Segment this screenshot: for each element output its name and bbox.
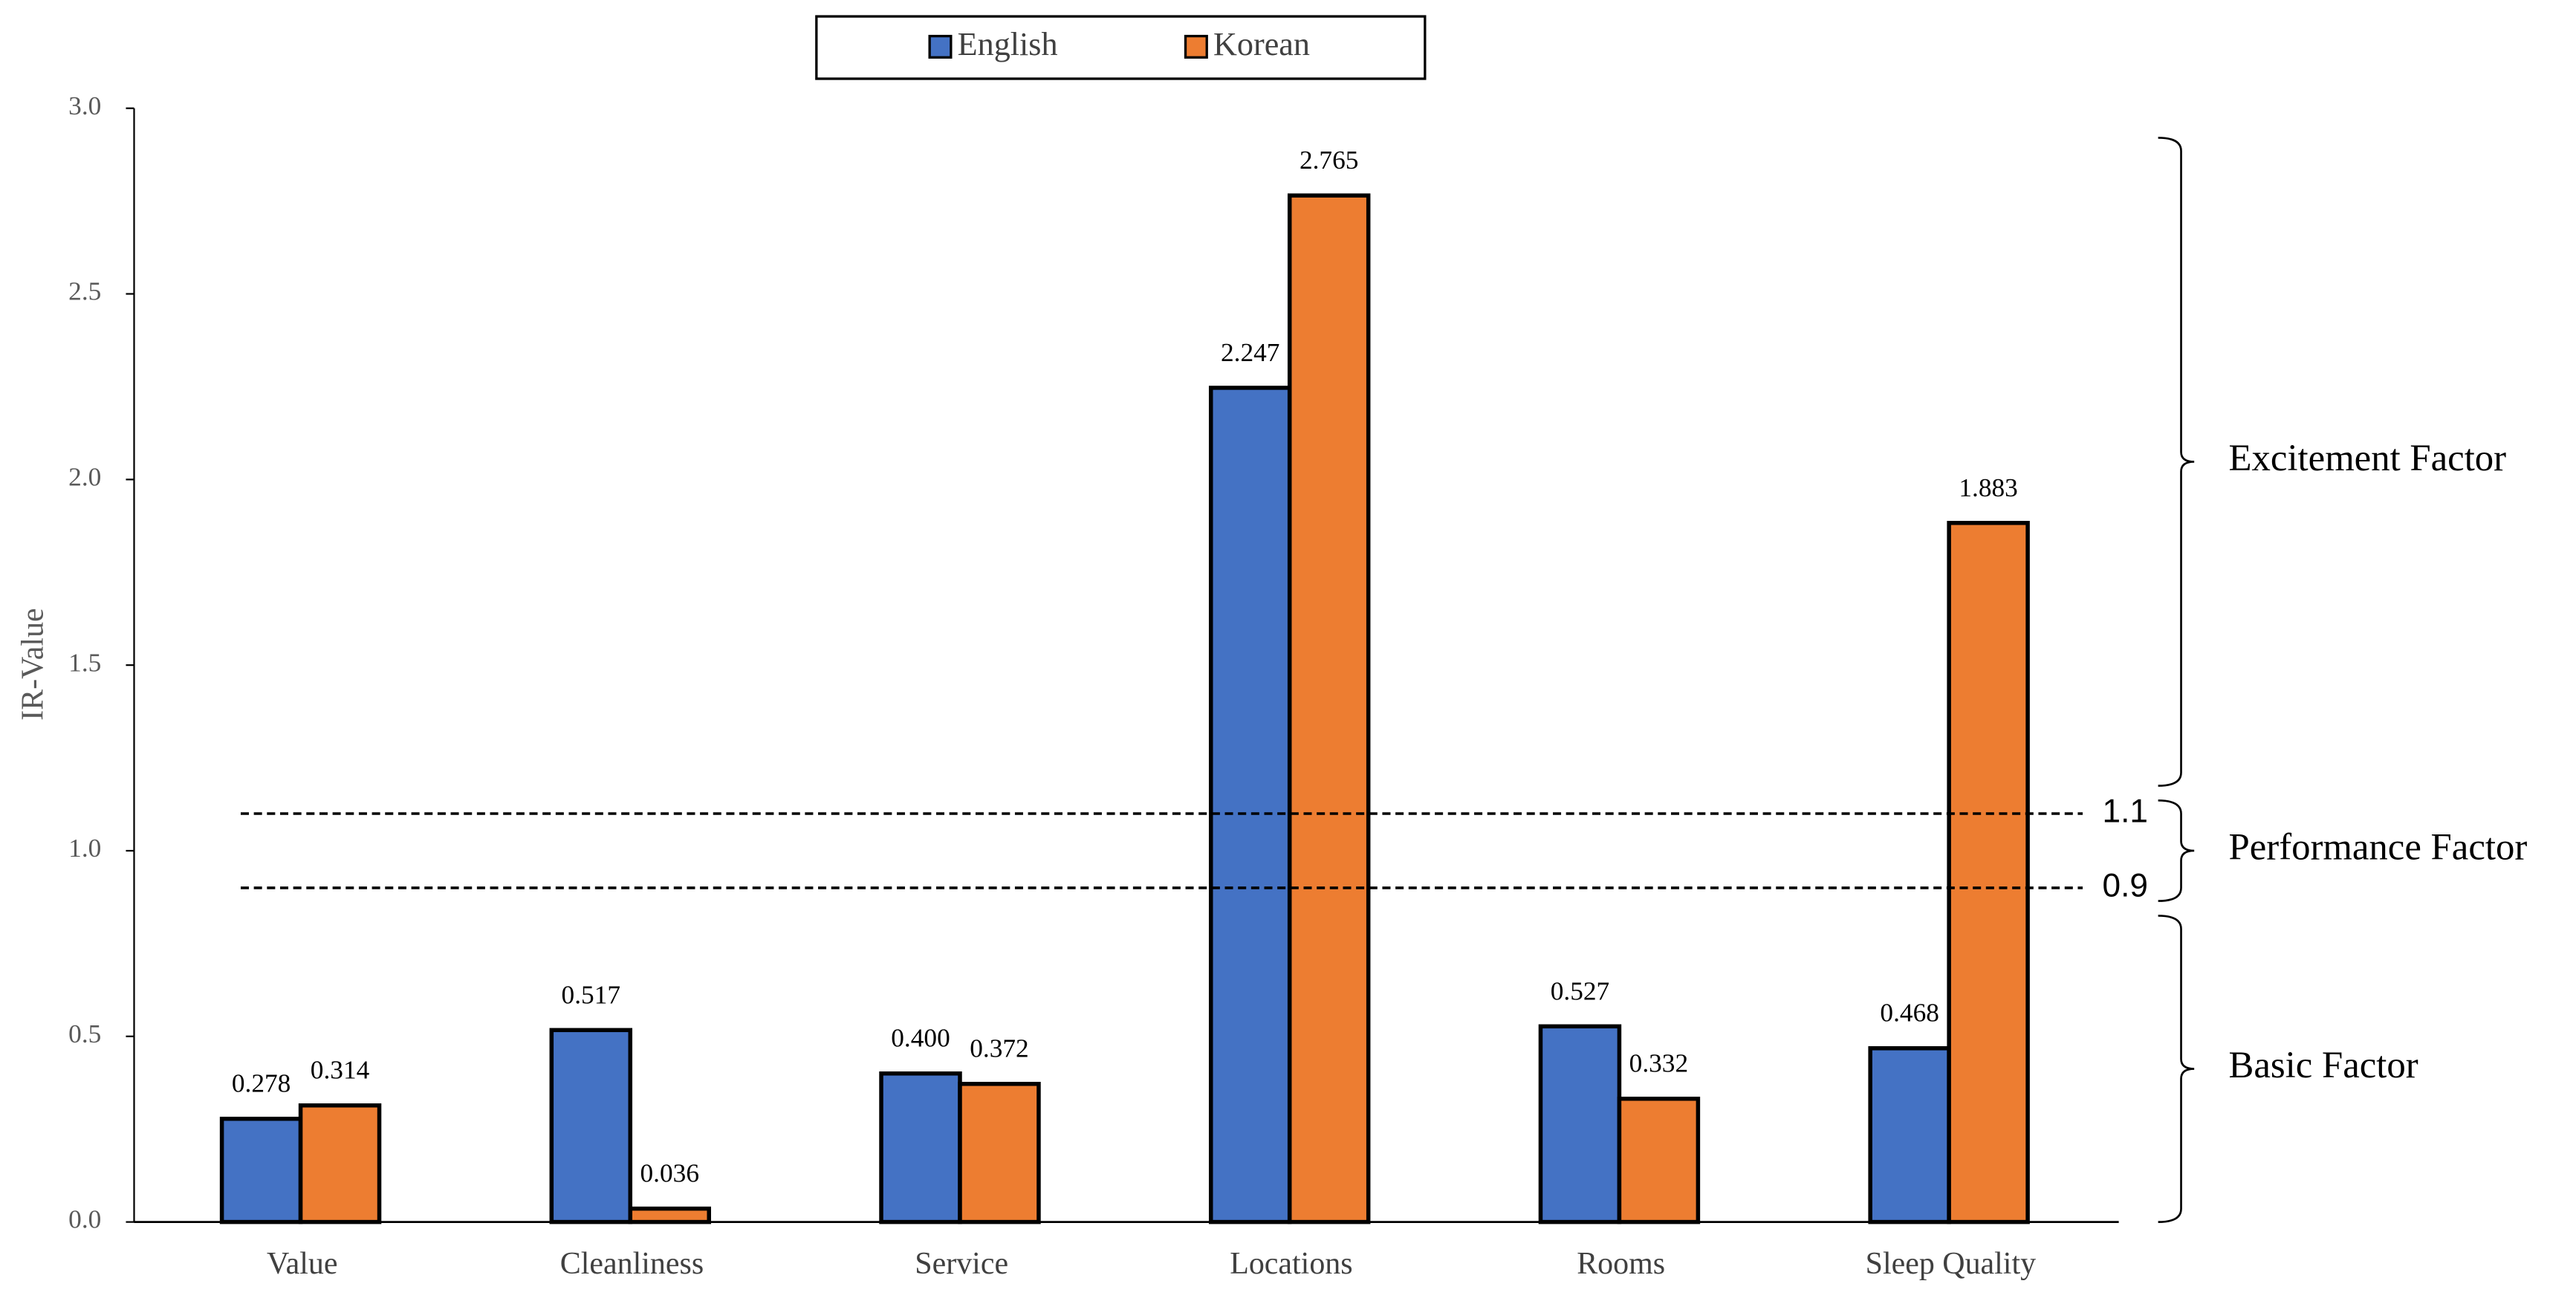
bar: [628, 1206, 711, 1224]
reference-label: 0.9: [2103, 868, 2148, 904]
legend-swatch: [928, 34, 953, 59]
bar: [219, 1116, 303, 1224]
bar: [1868, 1046, 1951, 1224]
bar: [1617, 1096, 1701, 1224]
data-label: 0.036: [640, 1159, 699, 1188]
annotation: Excitement Factor: [2229, 437, 2507, 479]
bar: [298, 1103, 382, 1224]
data-label: 0.400: [891, 1024, 950, 1053]
annotation: Basic Factor: [2229, 1044, 2418, 1086]
y-axis-title: IR-Value: [16, 608, 51, 720]
x-tick-label: Value: [267, 1247, 338, 1281]
x-tick-label: Service: [915, 1247, 1008, 1281]
y-tick-label: 2.5: [68, 277, 101, 306]
y-tick-label: 3.0: [68, 91, 101, 120]
x-tick-label: Cleanliness: [560, 1247, 704, 1281]
bar: [1947, 521, 2030, 1224]
y-tick-label: 1.5: [68, 648, 101, 677]
x-tick-label: Locations: [1230, 1247, 1352, 1281]
bar: [1208, 386, 1292, 1224]
data-label: 0.527: [1551, 976, 1609, 1005]
y-tick-label: 0.5: [68, 1019, 101, 1048]
legend-label: English: [958, 26, 1058, 62]
brace: [2158, 799, 2195, 902]
data-label: 0.517: [562, 980, 620, 1009]
bar: [1538, 1024, 1622, 1224]
data-label: 0.372: [970, 1034, 1028, 1063]
legend-box: [815, 15, 1427, 80]
x-tick-label: Sleep Quality: [1866, 1247, 2036, 1281]
brace: [2158, 915, 2195, 1223]
y-tick-label: 0.0: [68, 1205, 101, 1234]
data-label: 2.247: [1221, 338, 1279, 367]
bar: [958, 1081, 1041, 1224]
data-label: 2.765: [1300, 146, 1358, 175]
annotation: Performance Factor: [2229, 826, 2528, 868]
data-label: 0.332: [1629, 1049, 1688, 1078]
bar: [549, 1028, 633, 1224]
data-label: 0.278: [232, 1069, 291, 1098]
legend-label: Korean: [1213, 26, 1310, 62]
data-label: 0.314: [311, 1056, 370, 1085]
reference-label: 1.1: [2103, 794, 2148, 830]
y-tick-label: 1.0: [68, 834, 101, 863]
y-tick-label: 2.0: [68, 462, 101, 491]
legend-swatch: [1184, 34, 1208, 59]
data-label: 1.883: [1959, 473, 2017, 502]
bar: [879, 1071, 962, 1224]
brace: [2158, 137, 2195, 787]
bar: [1287, 193, 1371, 1224]
x-tick-label: Rooms: [1577, 1247, 1665, 1281]
data-label: 0.468: [1880, 999, 1939, 1028]
